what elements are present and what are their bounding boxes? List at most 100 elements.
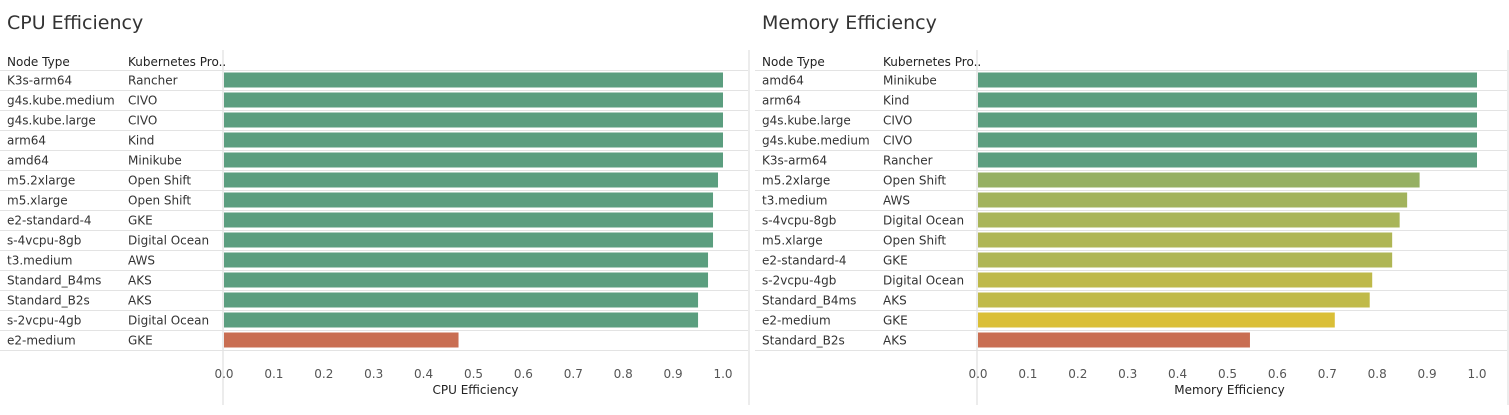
- node-type-label: Standard_B2s: [762, 334, 845, 348]
- x-axis-label: CPU Efficiency: [432, 383, 518, 397]
- provider-label: AWS: [883, 194, 910, 208]
- x-tick-label: 0.5: [464, 367, 483, 381]
- bar: [978, 212, 1400, 228]
- provider-label: AKS: [883, 334, 907, 348]
- x-tick-label: 0.3: [1118, 367, 1137, 381]
- provider-label: Open Shift: [128, 174, 191, 188]
- node-type-label: amd64: [762, 74, 804, 88]
- x-tick-label: 0.1: [1018, 367, 1037, 381]
- x-tick-label: 0.6: [1268, 367, 1287, 381]
- memory-efficiency-chart: Node Type Kubernetes Pro.. amd64 Minikube ar…: [755, 50, 1509, 405]
- node-type-label: e2-standard-4: [7, 214, 92, 228]
- bar: [978, 252, 1393, 268]
- node-type-label: K3s-arm64: [762, 154, 827, 168]
- header-kubernetes-provider: Kubernetes Pro..: [128, 55, 226, 69]
- node-type-label: g4s.kube.large: [762, 114, 851, 128]
- node-type-label: g4s.kube.medium: [7, 94, 115, 108]
- provider-label: GKE: [128, 334, 153, 348]
- provider-label: Rancher: [128, 74, 178, 88]
- x-tick-label: 0.7: [1318, 367, 1337, 381]
- node-type-label: t3.medium: [7, 254, 72, 268]
- x-tick-label: 1.0: [1467, 367, 1486, 381]
- provider-label: GKE: [883, 314, 908, 328]
- bar: [224, 232, 714, 248]
- bar: [978, 152, 1477, 168]
- bar: [224, 252, 709, 268]
- header-node-type: Node Type: [7, 55, 70, 69]
- bar: [978, 132, 1477, 148]
- node-type-label: Standard_B4ms: [762, 294, 856, 308]
- bar: [224, 172, 719, 188]
- node-type-label: g4s.kube.large: [7, 114, 96, 128]
- bar: [978, 272, 1373, 288]
- node-type-label: m5.xlarge: [7, 194, 68, 208]
- provider-label: Kind: [883, 94, 909, 108]
- provider-label: Open Shift: [883, 234, 946, 248]
- node-type-label: m5.xlarge: [762, 234, 823, 248]
- bar: [224, 152, 723, 168]
- header-kubernetes-provider: Kubernetes Pro..: [883, 55, 981, 69]
- provider-label: CIVO: [883, 114, 912, 128]
- x-tick-label: 0.2: [1068, 367, 1087, 381]
- provider-label: GKE: [128, 214, 153, 228]
- provider-label: Minikube: [883, 74, 937, 88]
- provider-label: Rancher: [883, 154, 933, 168]
- bar: [224, 72, 723, 88]
- x-tick-label: 0.8: [614, 367, 633, 381]
- bar: [224, 92, 723, 108]
- node-type-label: s-2vcpu-4gb: [762, 274, 836, 288]
- node-type-label: s-2vcpu-4gb: [7, 314, 81, 328]
- bar: [978, 232, 1393, 248]
- node-type-label: arm64: [7, 134, 46, 148]
- provider-label: Digital Ocean: [883, 274, 964, 288]
- provider-label: CIVO: [128, 94, 157, 108]
- provider-label: AKS: [128, 274, 152, 288]
- bar: [978, 92, 1477, 108]
- bar: [978, 292, 1370, 308]
- node-type-label: m5.2xlarge: [7, 174, 75, 188]
- bar: [224, 192, 714, 208]
- x-tick-label: 0.0: [968, 367, 987, 381]
- node-type-label: m5.2xlarge: [762, 174, 830, 188]
- cpu-efficiency-chart: Node Type Kubernetes Pro.. K3s-arm64 Ranche…: [0, 50, 750, 405]
- x-tick-label: 0.5: [1218, 367, 1237, 381]
- bar: [224, 272, 709, 288]
- x-tick-label: 0.0: [214, 367, 233, 381]
- node-type-label: arm64: [762, 94, 801, 108]
- cpu-efficiency-panel: CPU Efficiency Node Type Kubernetes Pro..…: [0, 0, 750, 415]
- x-tick-label: 0.9: [1418, 367, 1437, 381]
- bar: [224, 312, 699, 328]
- bar: [224, 332, 459, 348]
- provider-label: Digital Ocean: [128, 314, 209, 328]
- node-type-label: g4s.kube.medium: [762, 134, 870, 148]
- bar: [224, 112, 723, 128]
- header-node-type: Node Type: [762, 55, 825, 69]
- provider-label: Digital Ocean: [883, 214, 964, 228]
- provider-label: AWS: [128, 254, 155, 268]
- node-type-label: Standard_B4ms: [7, 274, 101, 288]
- node-type-label: t3.medium: [762, 194, 827, 208]
- bar: [978, 112, 1477, 128]
- provider-label: Kind: [128, 134, 154, 148]
- memory-chart-title: Memory Efficiency: [762, 12, 937, 34]
- bar: [978, 312, 1335, 328]
- cpu-chart-title: CPU Efficiency: [7, 12, 144, 34]
- provider-label: Open Shift: [883, 174, 946, 188]
- x-tick-label: 1.0: [713, 367, 732, 381]
- x-tick-label: 0.6: [514, 367, 533, 381]
- node-type-label: s-4vcpu-8gb: [7, 234, 81, 248]
- provider-label: Minikube: [128, 154, 182, 168]
- provider-label: AKS: [883, 294, 907, 308]
- node-type-label: amd64: [7, 154, 49, 168]
- node-type-label: e2-medium: [762, 314, 831, 328]
- provider-label: Digital Ocean: [128, 234, 209, 248]
- bar: [978, 172, 1420, 188]
- provider-label: Open Shift: [128, 194, 191, 208]
- memory-efficiency-panel: Memory Efficiency Node Type Kubernetes Pr…: [755, 0, 1509, 415]
- node-type-label: K3s-arm64: [7, 74, 72, 88]
- bar: [224, 292, 699, 308]
- provider-label: GKE: [883, 254, 908, 268]
- x-tick-label: 0.1: [264, 367, 283, 381]
- x-tick-label: 0.8: [1368, 367, 1387, 381]
- bar: [978, 332, 1250, 348]
